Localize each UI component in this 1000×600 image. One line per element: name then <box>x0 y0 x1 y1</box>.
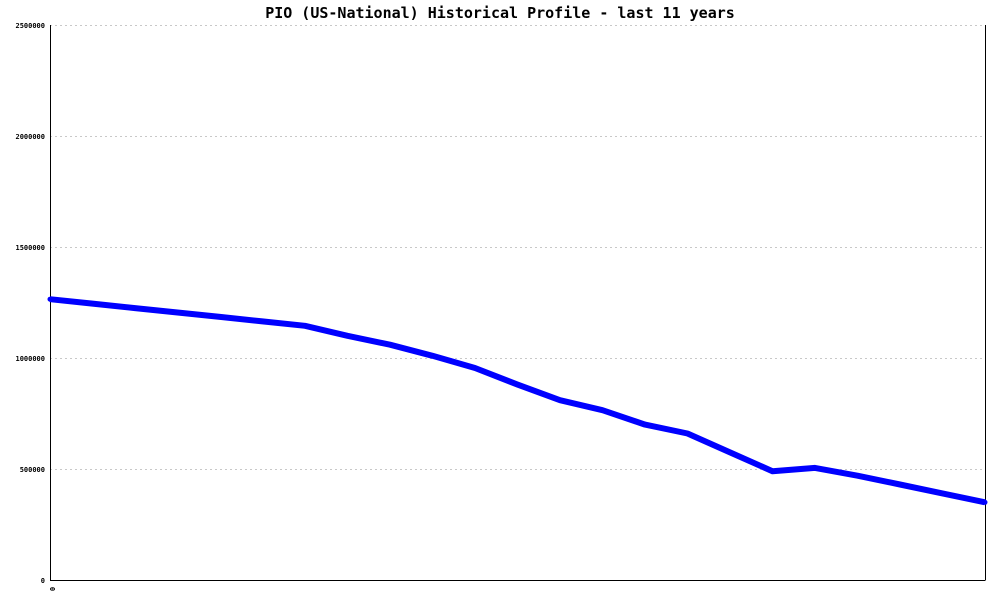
y-tick-label: 500000 <box>20 466 45 474</box>
data-point <box>685 431 690 436</box>
x-tick-label: 0 <box>48 587 56 591</box>
y-tick-label: 1500000 <box>15 244 45 252</box>
data-point <box>90 301 95 307</box>
y-tick-label: 0 <box>41 577 45 585</box>
data-point <box>897 482 903 487</box>
series-line <box>49 296 986 506</box>
y-tick-label: 1000000 <box>15 355 45 363</box>
data-point <box>175 310 180 315</box>
y-tick-label: 2000000 <box>15 133 45 141</box>
data-point <box>515 382 520 388</box>
gridlines <box>50 25 985 470</box>
data-point <box>642 422 648 428</box>
data-point <box>345 333 350 339</box>
data-point <box>132 305 138 311</box>
data-point <box>260 318 265 324</box>
data-point <box>430 353 435 359</box>
chart-title: PIO (US-National) Historical Profile - l… <box>265 4 735 22</box>
data-point <box>557 397 563 403</box>
y-tick-label: 2500000 <box>15 22 45 30</box>
data-point <box>770 468 775 474</box>
data-point <box>302 323 308 329</box>
data-point <box>855 473 860 479</box>
series-layer <box>47 296 988 506</box>
data-point <box>387 342 393 348</box>
axes <box>50 25 986 581</box>
data-point <box>982 499 988 505</box>
data-point <box>727 449 733 455</box>
data-point <box>600 407 605 413</box>
data-point <box>812 465 818 471</box>
data-point <box>47 296 53 302</box>
tick-labels: 0 500000 1000000 1500000 2000000 2500000 0 <box>15 22 56 591</box>
data-point <box>217 314 223 320</box>
data-point <box>472 365 478 371</box>
data-point <box>940 490 945 496</box>
